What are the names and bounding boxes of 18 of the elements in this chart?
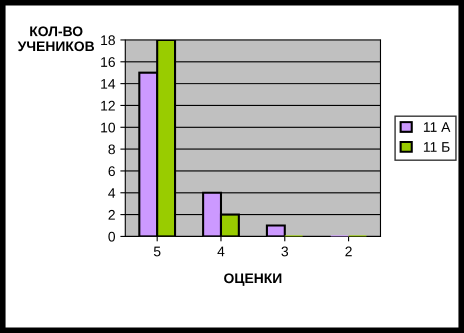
- y-tick-label: 4: [108, 188, 116, 198]
- y-tick-label: 12: [101, 100, 115, 110]
- x-tick-label: 4: [217, 246, 224, 256]
- x-tick-label: 2: [345, 246, 352, 256]
- legend-label: 11 Б: [424, 142, 450, 152]
- x-axis-title: ОЦЕНКИ: [224, 273, 282, 286]
- y-tick-label: 18: [101, 35, 115, 46]
- y-tick-label: 8: [108, 144, 115, 154]
- y-tick-label: 0: [108, 232, 116, 242]
- y-axis-title: КОЛ-ВО УЧЕНИКОВ: [18, 26, 94, 52]
- y-tick-label: 10: [101, 122, 116, 132]
- x-tick-label: 3: [281, 246, 288, 256]
- legend-label: 11 А: [424, 122, 450, 132]
- y-tick-label: 6: [108, 166, 115, 176]
- x-tick-label: 5: [154, 246, 160, 256]
- y-tick-label: 2: [108, 210, 115, 220]
- y-tick-label: 14: [101, 79, 116, 89]
- y-tick-label: 16: [101, 57, 115, 67]
